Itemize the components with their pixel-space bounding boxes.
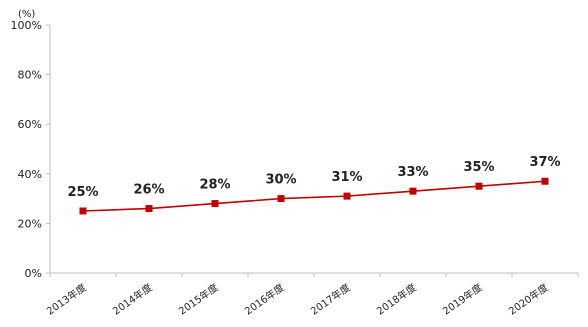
data-point bbox=[79, 207, 87, 215]
y-tick-label: 60% bbox=[18, 118, 42, 131]
data-label: 30% bbox=[265, 173, 296, 188]
series-polyline bbox=[82, 180, 546, 212]
y-tick-label: 80% bbox=[18, 69, 42, 82]
x-tick-label: 2015年度 bbox=[176, 281, 221, 318]
y-tick-label: 0% bbox=[25, 267, 42, 280]
x-tick-label: 2018年度 bbox=[374, 281, 419, 318]
data-point bbox=[541, 177, 549, 185]
y-unit-label: (%) bbox=[18, 9, 35, 20]
data-point bbox=[475, 182, 483, 190]
data-label: 35% bbox=[463, 160, 494, 175]
data-point bbox=[145, 205, 153, 213]
x-tick-label: 2017年度 bbox=[308, 281, 353, 318]
data-points bbox=[79, 177, 549, 215]
x-tick-label: 2014年度 bbox=[110, 281, 155, 318]
series-line bbox=[82, 180, 546, 212]
data-label: 25% bbox=[67, 185, 98, 200]
x-tick-label: 2013年度 bbox=[44, 281, 89, 318]
y-tick-labels: 0% 20% 40% 60% 80% 100% bbox=[11, 19, 50, 280]
y-tick-label: 100% bbox=[11, 19, 42, 32]
x-tick-label: 2016年度 bbox=[242, 281, 287, 318]
data-label: 28% bbox=[199, 178, 230, 193]
x-tick-labels: 2013年度 2014年度 2015年度 2016年度 2017年度 2018年度 2019… bbox=[44, 273, 579, 318]
data-point bbox=[277, 195, 285, 203]
data-label: 33% bbox=[397, 165, 428, 180]
data-point bbox=[409, 187, 417, 195]
data-label: 31% bbox=[331, 170, 362, 185]
data-label: 37% bbox=[529, 155, 560, 170]
data-point bbox=[343, 192, 351, 200]
x-tick-label: 2020年度 bbox=[506, 281, 551, 318]
y-tick-label: 20% bbox=[18, 217, 42, 230]
chart-axes bbox=[49, 25, 578, 274]
data-labels: 25% 26% 28% 30% 31% 33% 35% 37% bbox=[67, 155, 560, 200]
data-label: 26% bbox=[133, 183, 164, 198]
data-point bbox=[211, 200, 219, 208]
y-tick-label: 40% bbox=[18, 168, 42, 181]
x-tick-label: 2019年度 bbox=[440, 281, 485, 318]
